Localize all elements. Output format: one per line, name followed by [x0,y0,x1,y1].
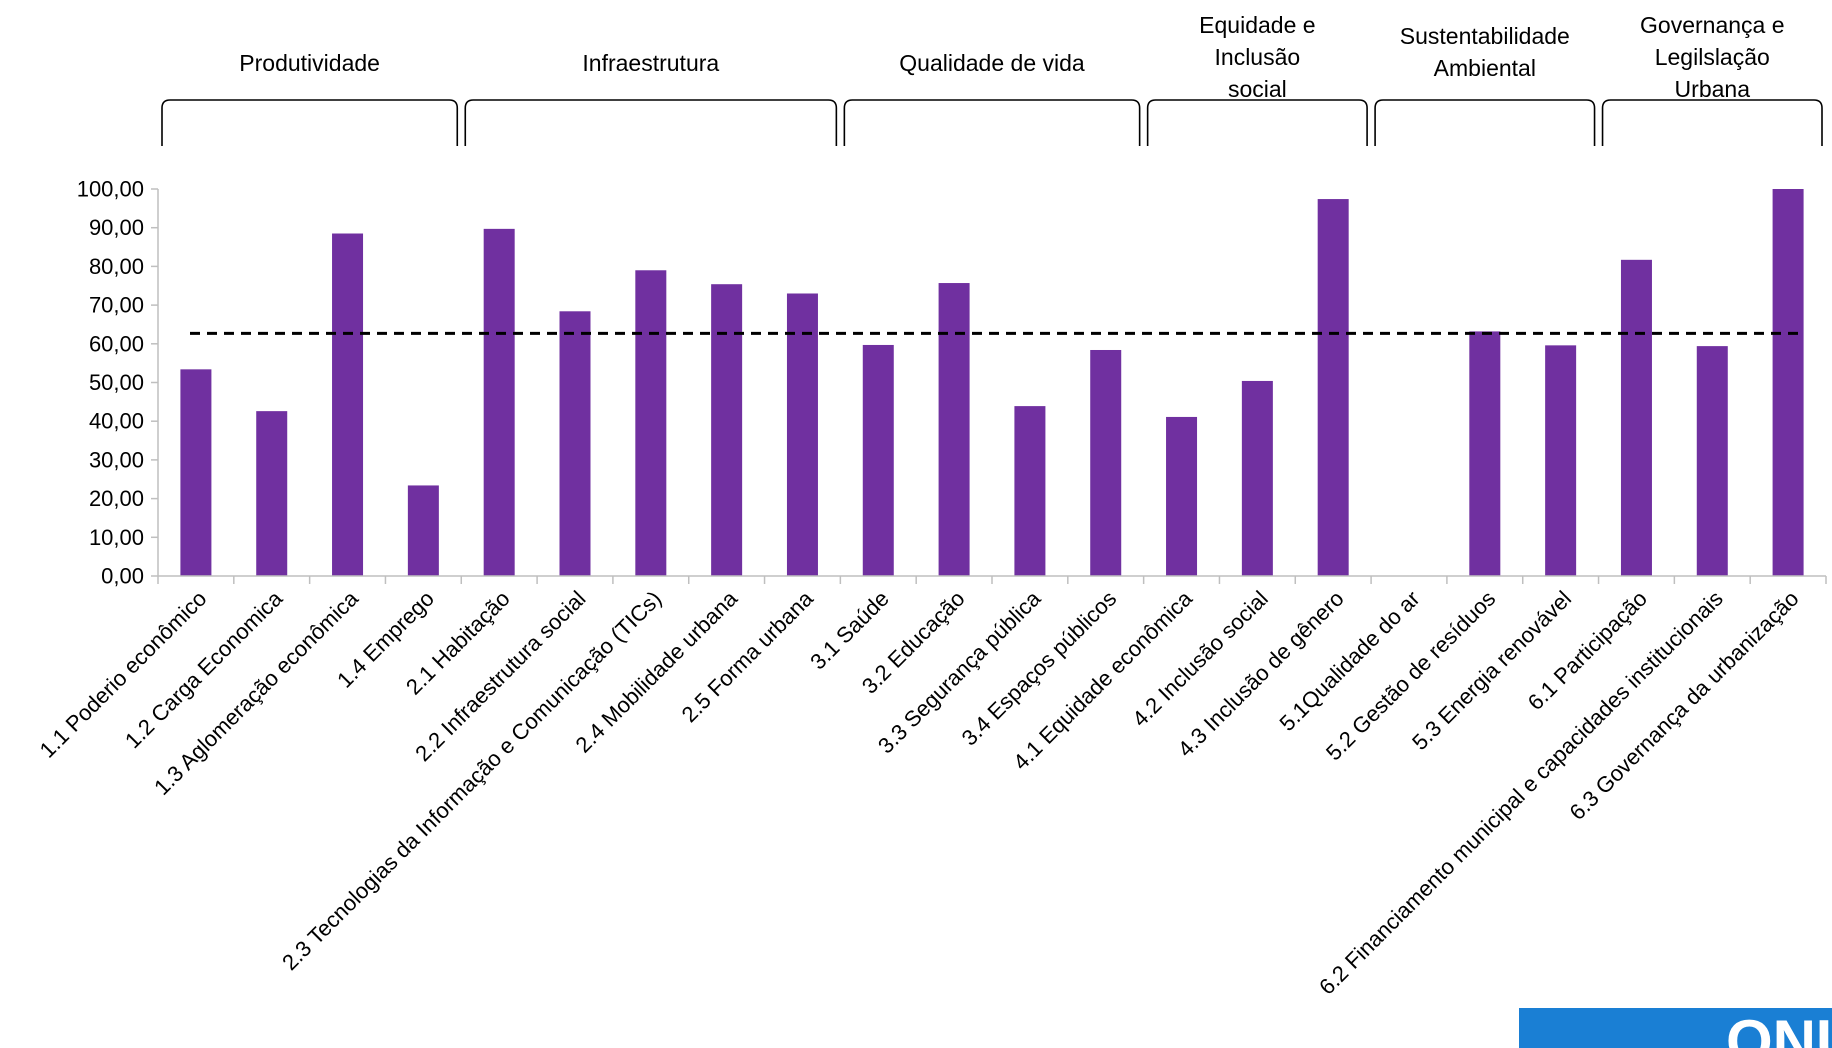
group-brace [161,99,459,146]
group-label: Governança e [1640,12,1784,38]
y-tick-label: 80,00 [89,254,144,279]
group-label: social [1228,76,1287,102]
y-tick-label: 20,00 [89,486,144,511]
bar [1241,380,1273,576]
bar [256,411,288,576]
category-groups: Produtividade Infraestrutura Qualidade de … [161,12,1823,146]
bar [1166,416,1198,576]
bar [1014,406,1046,576]
group-label: Produtividade [239,50,380,76]
bar [635,270,667,576]
group-brace [1146,99,1368,146]
group-brace [1374,99,1596,146]
logo-text: ONU [1726,1008,1832,1048]
bar [1090,349,1122,576]
group-label: Inclusão [1215,44,1301,70]
y-tick-label: 100,00 [77,177,144,202]
bar [1620,259,1652,576]
bar [862,344,894,576]
bar [180,369,212,576]
bar [786,293,818,576]
logo-background [1519,1008,1832,1048]
group-brace [843,99,1141,146]
group-label: Legilslação [1655,44,1770,70]
group-label: Qualidade de vida [899,50,1085,76]
x-tick-label: 4.2 Inclusão social [1127,586,1273,732]
group-label: Ambiental [1434,55,1536,81]
y-tick-label: 60,00 [89,331,144,356]
y-tick-label: 0,00 [101,564,144,589]
y-axis: 0,00 10,00 20,00 30,00 40,00 50,00 60,00 70,00 8… [77,177,159,589]
group-brace [1601,99,1823,146]
y-tick-label: 90,00 [89,215,144,240]
y-tick-label: 70,00 [89,293,144,318]
bar [938,283,970,576]
bar [1772,189,1804,576]
group-label: Infraestrutura [582,50,719,76]
bar [559,311,591,576]
bars [180,189,1804,576]
y-tick-label: 50,00 [89,370,144,395]
x-tick-label: 2.5 Forma urbana [677,585,819,727]
y-tick-label: 10,00 [89,525,144,550]
bar [1696,346,1728,576]
y-tick-label: 30,00 [89,447,144,472]
bar [1317,199,1349,576]
bar [483,228,515,576]
bar [407,485,439,576]
group-brace [464,99,838,146]
bar [332,233,364,576]
bar [1545,345,1577,576]
bar [711,284,743,576]
x-tick-label: 5.1Qualidade do ar [1275,586,1425,736]
group-label: Sustentabilidade [1400,23,1570,49]
bar [1469,331,1501,576]
onu-logo: ONU [1519,1008,1832,1048]
group-label: Equidade e [1199,12,1315,38]
group-label: Urbana [1675,76,1751,102]
y-tick-label: 40,00 [89,409,144,434]
